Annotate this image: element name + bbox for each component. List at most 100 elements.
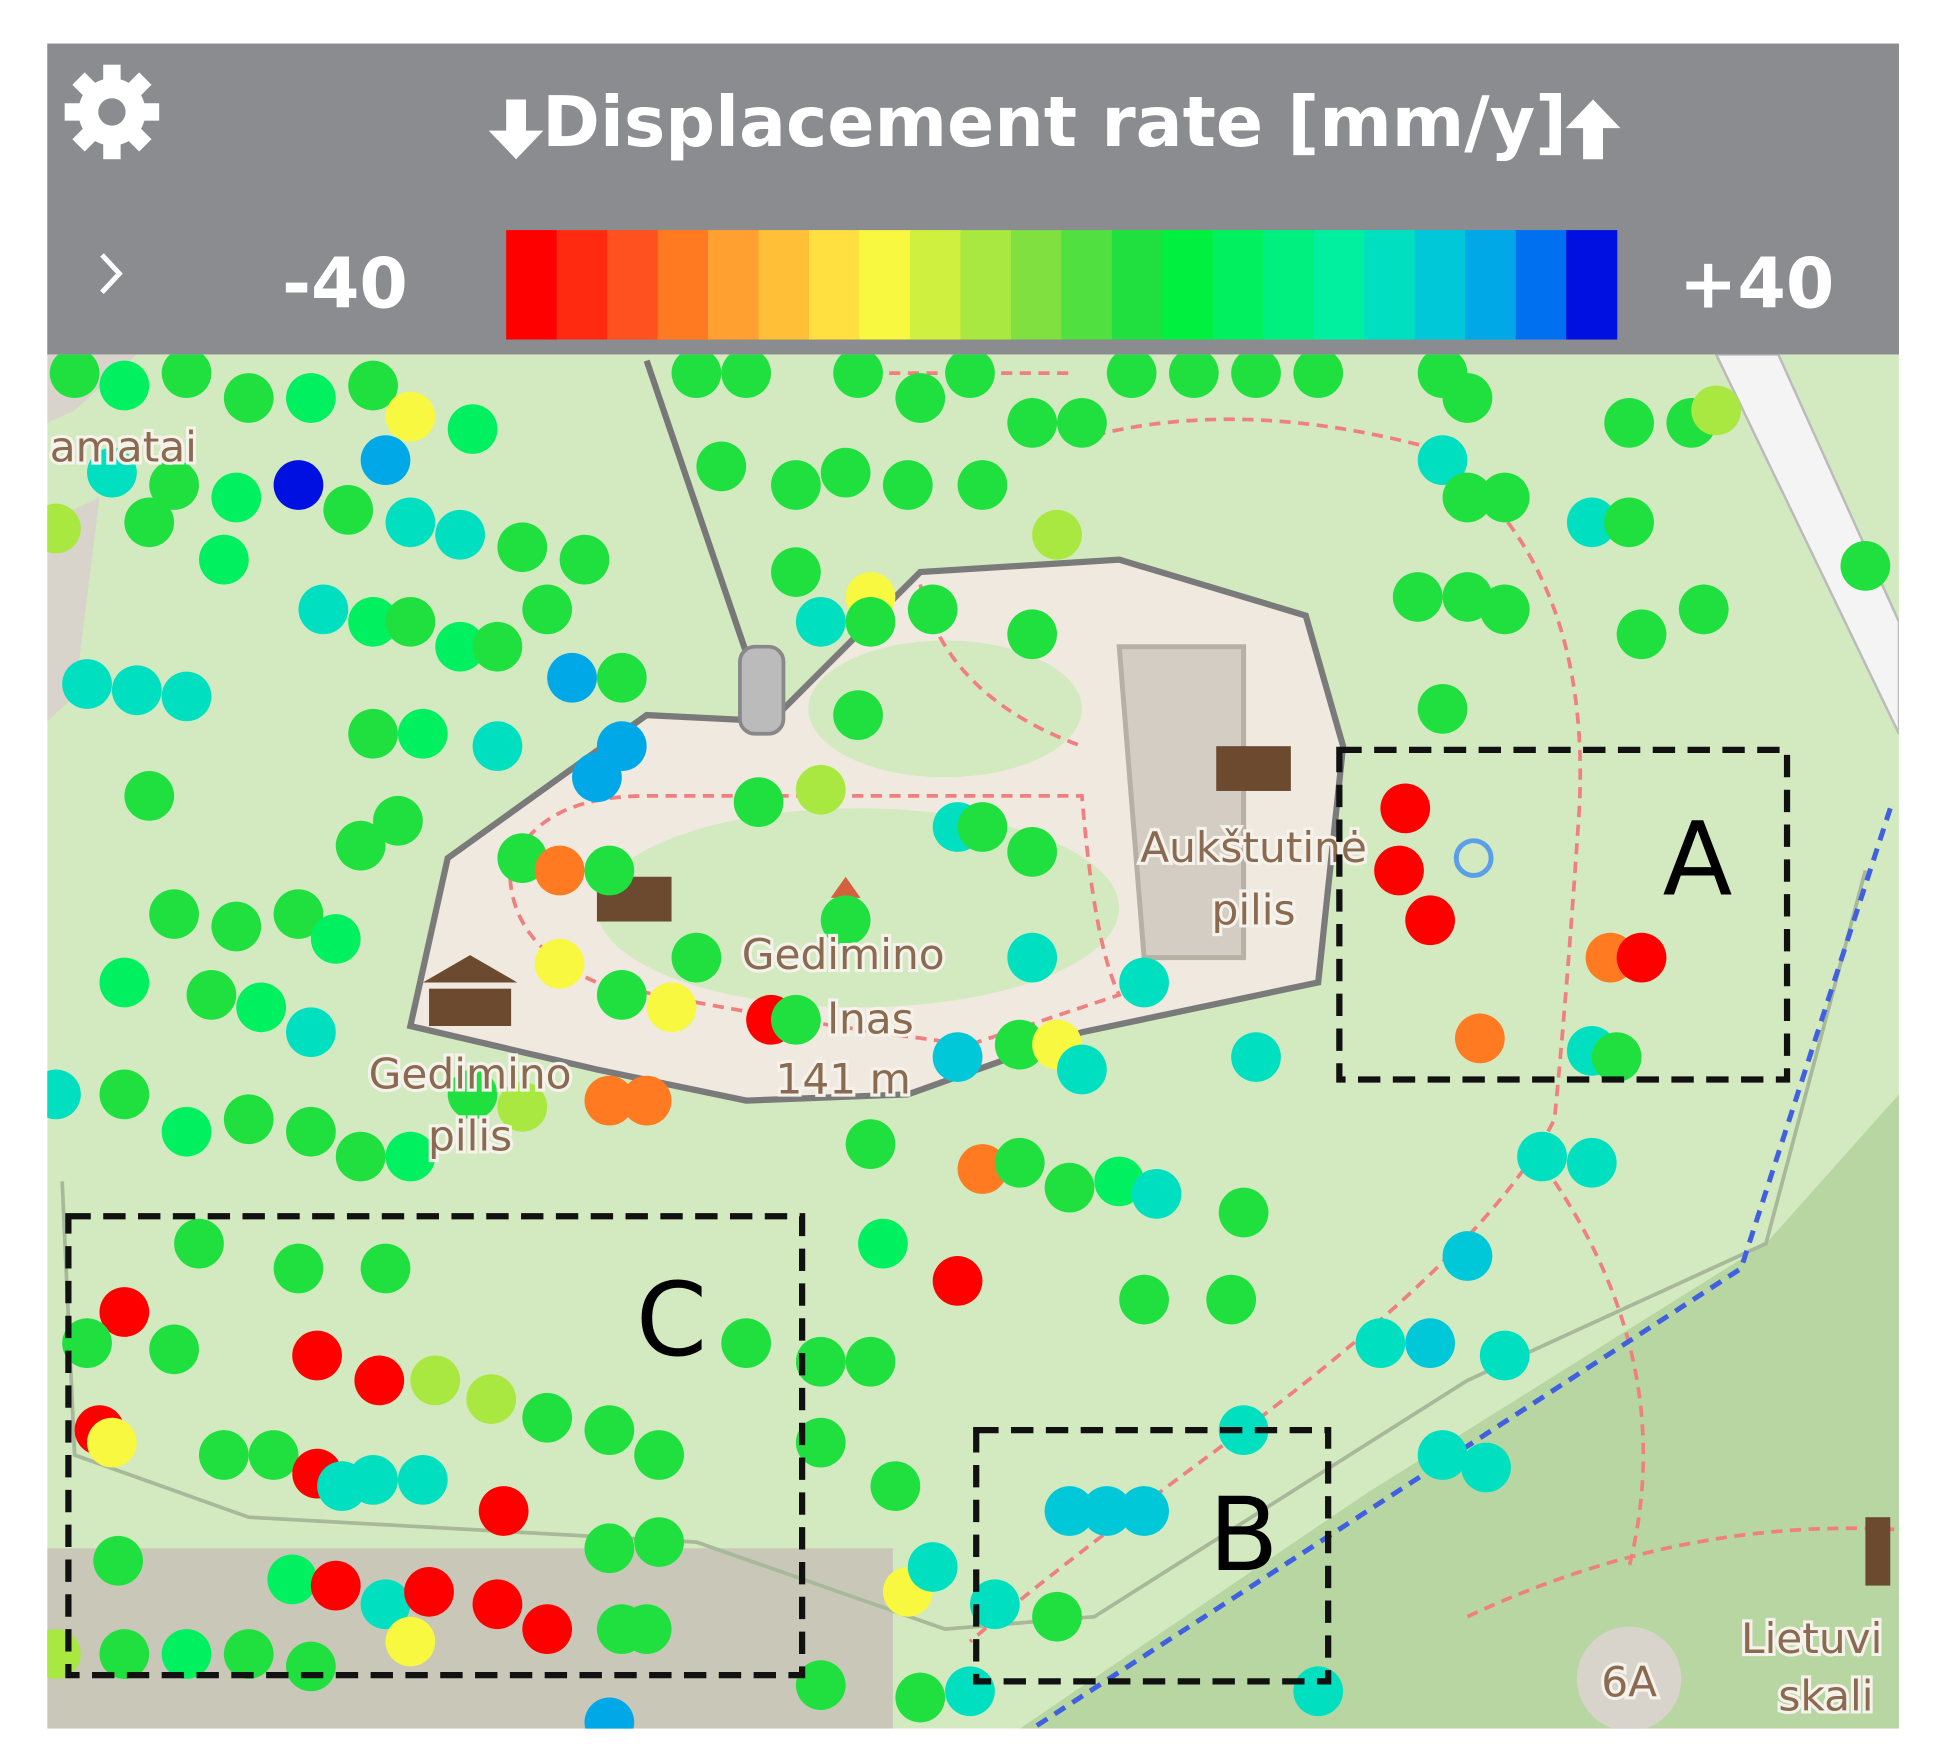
- footpath: [508, 371, 1899, 1643]
- measurement-point: [1044, 1162, 1095, 1213]
- measurement-point: [385, 497, 436, 548]
- expand-icon[interactable]: [100, 253, 123, 294]
- measurement-point: [174, 1218, 224, 1269]
- funicular: [643, 359, 765, 698]
- area-label: A: [1663, 801, 1733, 920]
- measurement-point: [559, 534, 610, 585]
- colorbar-segment: [960, 230, 1012, 340]
- measurement-point: [1007, 932, 1058, 983]
- measurement-point: [385, 1131, 436, 1182]
- measurement-point: [1293, 1666, 1344, 1717]
- map-label: pilis: [428, 1112, 512, 1161]
- area-label: C: [636, 1261, 707, 1380]
- measurement-point: [957, 460, 1008, 510]
- measurement-point: [111, 665, 162, 716]
- measurement-point: [1417, 435, 1468, 486]
- measurement-point: [1119, 957, 1169, 1008]
- measurement-point: [1032, 509, 1082, 560]
- measurement-point: [354, 1355, 405, 1406]
- measurement-point: [895, 1672, 946, 1723]
- measurement-point: [286, 373, 336, 423]
- measurement-point: [62, 659, 112, 709]
- measurement-point: [522, 1392, 573, 1443]
- measurement-point: [1604, 497, 1654, 548]
- measurement-point: [882, 460, 933, 510]
- up-arrow: [1565, 99, 1621, 160]
- colorbar-segment: [1465, 230, 1517, 340]
- measurement-point: [472, 721, 523, 772]
- measurement-point: [945, 354, 995, 398]
- colorbar-segment: [506, 230, 558, 340]
- peak-icon: [830, 876, 861, 898]
- measurement-point: [1442, 373, 1493, 423]
- settings-icon[interactable]: [64, 64, 160, 160]
- measurement-point: [273, 1243, 324, 1294]
- measurement-point: [478, 1486, 529, 1536]
- measurement-point: [410, 1355, 461, 1406]
- measurement-point: [1057, 397, 1107, 448]
- measurement-point: [267, 1554, 318, 1605]
- measurement-point: [1455, 1013, 1505, 1064]
- colorbar-segment: [1515, 230, 1567, 340]
- map-label: amatai: [50, 423, 197, 472]
- measurement-point: [286, 1106, 336, 1157]
- measurement-point: [1442, 472, 1493, 523]
- measurement-point: [584, 1405, 635, 1456]
- measurement-point: [1405, 895, 1455, 946]
- measurement-point: [466, 1374, 517, 1424]
- measurement-point: [1355, 1318, 1406, 1368]
- measurement-point: [1119, 1486, 1169, 1536]
- measurement-point: [447, 1069, 498, 1120]
- measurement-point: [547, 652, 597, 703]
- measurement-point: [1218, 1187, 1269, 1238]
- measurement-point: [733, 777, 784, 828]
- measurement-point: [385, 596, 436, 647]
- measurement-point: [335, 820, 386, 871]
- measurement-point: [472, 621, 523, 672]
- measurement-point: [671, 932, 722, 983]
- measurement-point: [1566, 497, 1617, 548]
- measurement-point: [1380, 783, 1431, 834]
- measurement-point: [1417, 1430, 1468, 1480]
- measurement-point: [223, 373, 274, 423]
- measurement-point: [348, 708, 398, 759]
- monument-icon: [1865, 1517, 1891, 1586]
- measurement-point: [198, 534, 249, 585]
- road: [1714, 354, 1899, 735]
- map-label: Gedimino: [742, 930, 945, 979]
- measurement-point: [360, 1579, 411, 1630]
- colorbar-segment: [1566, 230, 1618, 340]
- measurement-point: [186, 970, 237, 1020]
- measurement-point: [534, 845, 585, 896]
- measurement-point: [845, 596, 896, 647]
- forest: [1019, 1094, 1899, 1729]
- measurement-point: [1081, 1486, 1132, 1536]
- measurement-point: [584, 1697, 635, 1729]
- colorbar-segment: [708, 230, 760, 340]
- measurement-point: [1057, 1044, 1107, 1095]
- down-arrow: [488, 99, 544, 160]
- park-boundary: [60, 870, 1868, 1632]
- measurement-point: [1293, 354, 1344, 398]
- map-label: Aukštutinė: [1140, 823, 1367, 872]
- measurement-point: [522, 1604, 573, 1654]
- measurement-point: [1479, 472, 1530, 523]
- measurement-point: [1206, 1274, 1257, 1325]
- measurement-point: [596, 652, 647, 703]
- measurement-point: [1461, 1442, 1511, 1493]
- measurement-point: [870, 1461, 921, 1511]
- measurement-point: [286, 1641, 336, 1692]
- measurement-point: [1007, 609, 1058, 660]
- measurement-point: [310, 914, 361, 964]
- area-label: B: [1209, 1476, 1279, 1595]
- measurement-point: [435, 509, 485, 560]
- area-box: [65, 1213, 806, 1679]
- location-marker: [1453, 838, 1494, 878]
- measurement-point: [907, 584, 958, 635]
- gear-hole[interactable]: [98, 98, 126, 126]
- measurement-point: [373, 795, 423, 846]
- colorbar-segment: [1162, 230, 1214, 340]
- measurement-point: [671, 354, 722, 398]
- museum-icon: [422, 955, 518, 983]
